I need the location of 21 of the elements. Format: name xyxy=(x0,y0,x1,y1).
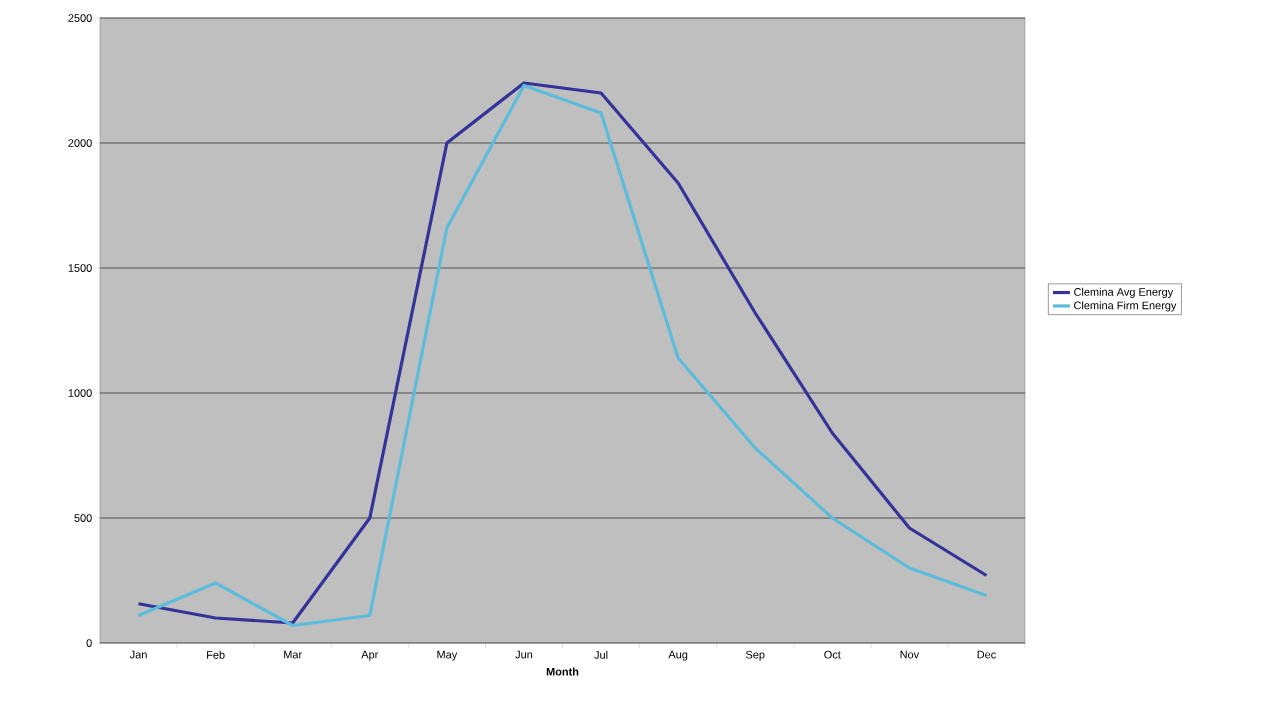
x-tick-label: Sep xyxy=(745,650,765,661)
x-tick-label: Feb xyxy=(207,650,225,659)
y-tick-label: 0 xyxy=(86,639,92,647)
x-tick-label: Dec xyxy=(977,650,996,659)
x-axis-title: Month xyxy=(546,667,579,676)
legend-label: Clemina Firm Energy xyxy=(1074,301,1177,312)
x-tick-label: Jun xyxy=(515,650,533,659)
x-tick-label: Nov xyxy=(900,650,920,659)
x-tick-label: May xyxy=(437,650,458,661)
y-tick-label: 2500 xyxy=(68,14,92,22)
y-tick-label: 1500 xyxy=(68,264,92,272)
y-tick-label: 500 xyxy=(74,514,92,522)
y-tick-label: 2000 xyxy=(68,139,92,147)
x-tick-label: Oct xyxy=(824,650,841,659)
x-tick-label: Jul xyxy=(594,650,608,659)
x-tick-label: Aug xyxy=(668,650,688,661)
y-tick-label: 1000 xyxy=(68,389,92,397)
x-tick-label: Apr xyxy=(361,650,379,661)
x-tick-label: Mar xyxy=(284,650,302,659)
legend-label: Clemina Avg Energy xyxy=(1074,287,1174,299)
x-tick-label: Jan xyxy=(129,650,147,659)
